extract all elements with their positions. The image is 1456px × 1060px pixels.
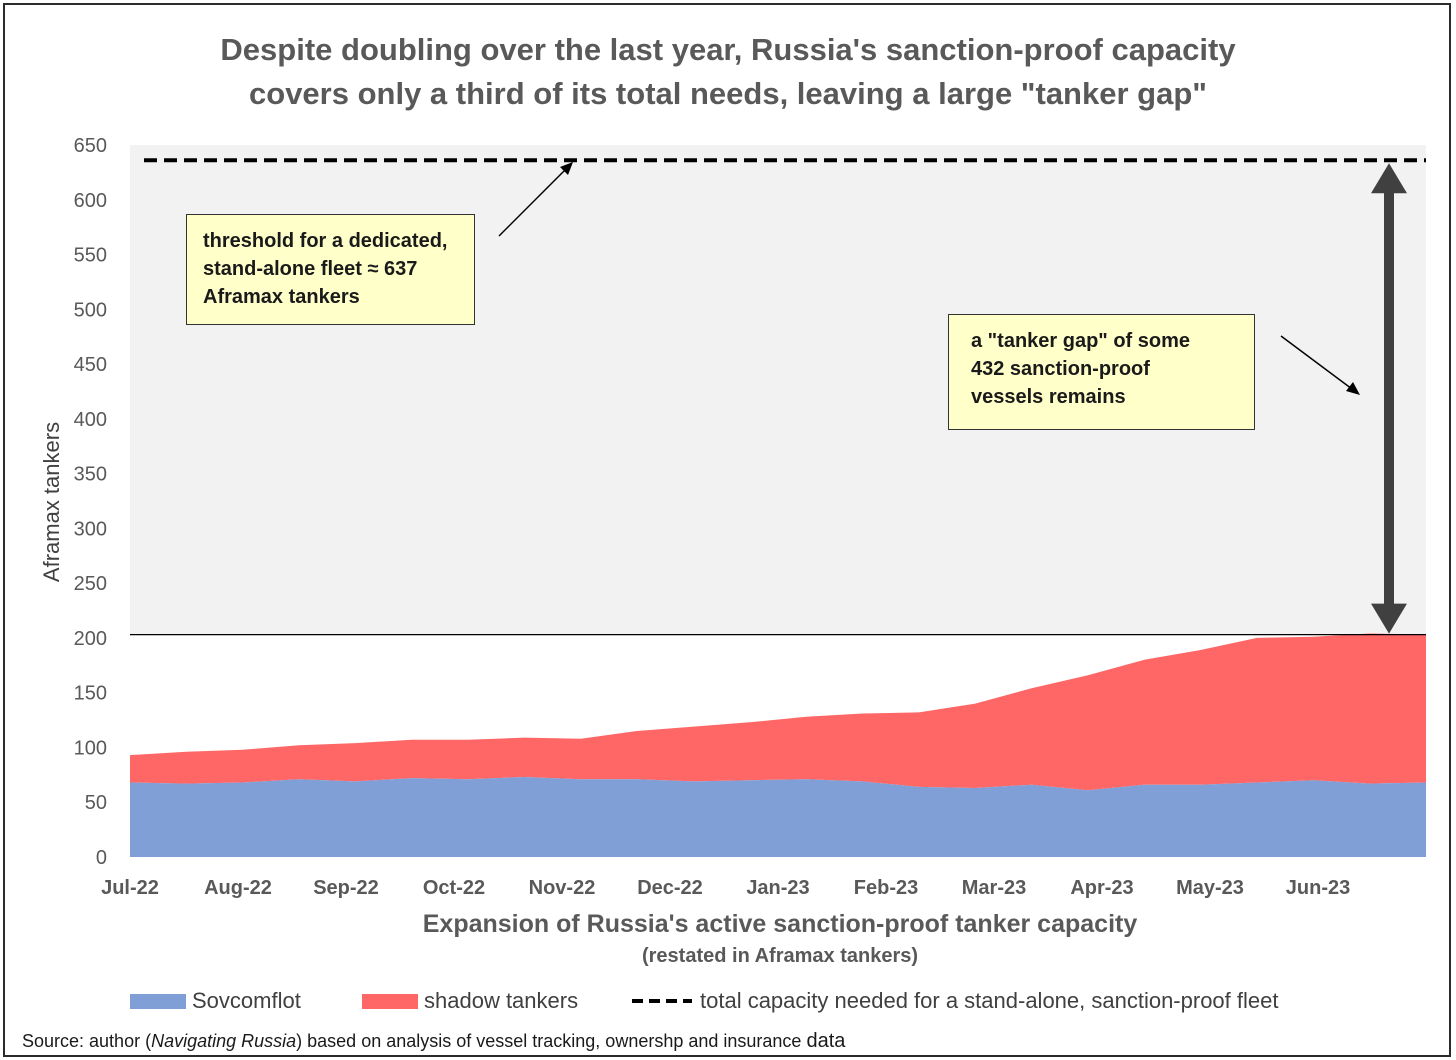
x-tick-label: Feb-23 xyxy=(854,877,918,899)
legend-label-shadow-tankers: shadow tankers xyxy=(424,988,579,1013)
source-prefix: Source: author ( xyxy=(22,1031,152,1051)
gap-leader-head xyxy=(1346,382,1360,395)
x-tick-label: Apr-23 xyxy=(1070,877,1133,899)
legend-swatch-sovcomflot xyxy=(130,993,186,1009)
legend-label-sovcomflot: Sovcomflot xyxy=(192,988,301,1013)
y-tick-label: 0 xyxy=(96,847,107,869)
chart-title-line-1: Despite doubling over the last year, Rus… xyxy=(220,32,1236,67)
x-tick-label: Dec-22 xyxy=(637,877,703,899)
gap-arrow-head-bottom xyxy=(1371,603,1407,634)
gap-annotation-line-2: 432 sanction-proof xyxy=(971,358,1150,380)
y-tick-label: 300 xyxy=(74,518,107,540)
threshold-leader-head xyxy=(560,162,573,175)
x-tick-label: Sep-22 xyxy=(313,877,379,899)
y-tick-label: 150 xyxy=(74,683,107,705)
tanker-gap-annotation: a "tanker gap" of some 432 sanction-proo… xyxy=(948,314,1255,430)
y-tick-label: 500 xyxy=(74,299,107,321)
threshold-annotation: threshold for a dedicated, stand-alone f… xyxy=(186,214,475,325)
x-tick-label: Aug-22 xyxy=(204,877,272,899)
y-axis-label: Aframax tankers xyxy=(39,421,64,583)
y-tick-label: 100 xyxy=(74,737,107,759)
gap-annotation-line-3: vessels remains xyxy=(971,386,1126,408)
y-tick-label: 200 xyxy=(74,628,107,650)
y-tick-label: 550 xyxy=(74,245,107,267)
legend-item-shadow-tankers: shadow tankers xyxy=(362,988,578,1014)
threshold-annotation-line-2: stand-alone fleet ≈ 637 xyxy=(203,258,418,280)
gap-arrow-head-top xyxy=(1371,163,1407,194)
legend-item-total-capacity: total capacity needed for a stand-alone,… xyxy=(630,988,1278,1014)
chart-title-line-2: covers only a third of its total needs, … xyxy=(249,76,1207,111)
y-tick-label: 400 xyxy=(74,409,107,431)
threshold-annotation-line-1: threshold for a dedicated, xyxy=(203,230,448,252)
legend-swatch-dashed-line xyxy=(632,999,692,1003)
source-last-word: data xyxy=(806,1030,846,1052)
gap-annotation-line-1: a "tanker gap" of some xyxy=(971,330,1191,352)
x-tick-label: Jan-23 xyxy=(746,877,809,899)
source-italic: Navigating Russia xyxy=(151,1031,297,1051)
gap-leader-line xyxy=(1280,335,1353,390)
y-tick-label: 50 xyxy=(85,792,107,814)
source-note: Source: author (Navigating Russia) based… xyxy=(22,1030,845,1053)
y-tick-label: 650 xyxy=(74,135,107,157)
x-tick-label: May-23 xyxy=(1176,877,1244,899)
area-shadow-tankers xyxy=(130,633,1426,791)
chart-title: Despite doubling over the last year, Rus… xyxy=(0,28,1456,116)
x-tick-label: Jul-22 xyxy=(101,877,159,899)
y-tick-label: 600 xyxy=(74,190,107,212)
threshold-annotation-line-3: Aframax tankers xyxy=(203,286,360,308)
x-axis-title: Expansion of Russia's active sanction-pr… xyxy=(422,910,1138,938)
gap-arrow-shaft xyxy=(1384,189,1394,608)
y-tick-label: 250 xyxy=(74,573,107,595)
x-axis-subtitle: (restated in Aframax tankers) xyxy=(641,945,919,967)
legend-item-sovcomflot: Sovcomflot xyxy=(130,988,301,1014)
x-tick-label: Mar-23 xyxy=(962,877,1026,899)
y-tick-label: 450 xyxy=(74,354,107,376)
source-suffix: ) based on analysis of vessel tracking, … xyxy=(296,1031,807,1051)
x-tick-label: Oct-22 xyxy=(423,877,485,899)
legend-label-total-capacity: total capacity needed for a stand-alone,… xyxy=(700,988,1279,1013)
x-tick-label: Nov-22 xyxy=(529,877,596,899)
threshold-leader-line xyxy=(498,168,567,237)
y-tick-label: 350 xyxy=(74,464,107,486)
legend-swatch-shadow-tankers xyxy=(362,993,418,1009)
area-sovcomflot xyxy=(130,777,1426,857)
x-tick-label: Jun-23 xyxy=(1286,877,1350,899)
